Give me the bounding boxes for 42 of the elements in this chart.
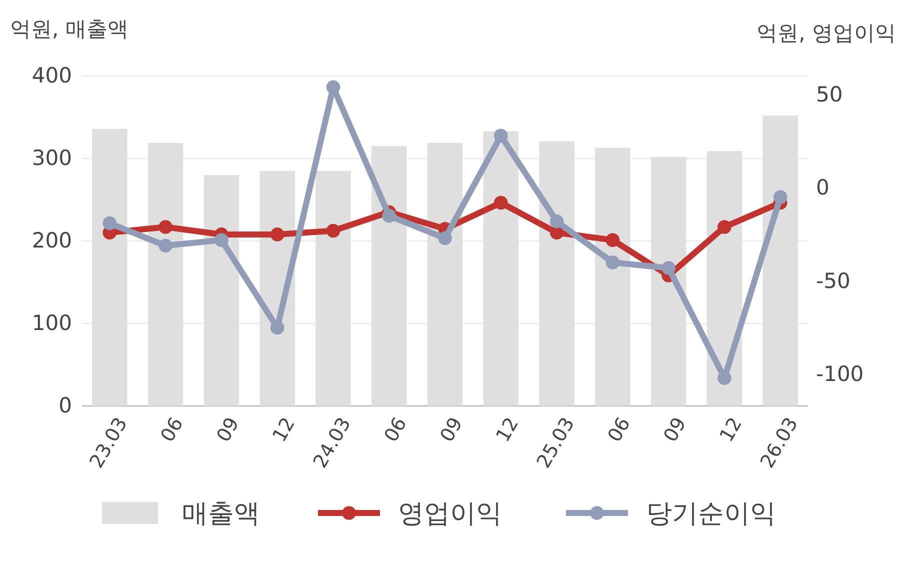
point: [158, 220, 172, 234]
y2-tick-label: -100: [816, 362, 864, 386]
y2-axis-title: 억원, 영업이익: [756, 21, 896, 45]
point: [550, 214, 564, 228]
point: [438, 231, 452, 246]
point: [718, 371, 732, 385]
x-tick-label: 09: [436, 414, 468, 446]
point: [270, 320, 284, 335]
point: [326, 224, 340, 238]
x-tick-label: 12: [268, 414, 300, 446]
point: [773, 190, 788, 204]
point: [662, 261, 676, 275]
point: [494, 196, 508, 210]
y2-tick-label: -50: [816, 268, 850, 293]
point: [718, 220, 732, 234]
point: [326, 80, 340, 94]
x-tick-label: 12: [715, 414, 747, 446]
point: [494, 128, 508, 143]
point: [382, 208, 396, 223]
y2-tick-label: 50: [816, 82, 843, 106]
legend-label: 매출액: [182, 499, 260, 530]
point: [158, 238, 172, 253]
x-tick-label: 09: [660, 414, 691, 446]
y-tick-label: 300: [32, 146, 72, 170]
x-tick-label: 06: [380, 414, 412, 446]
x-tick-label: 06: [156, 414, 188, 446]
y-tick-label: 100: [32, 311, 72, 336]
point: [102, 216, 117, 230]
y2-tick-label: 0: [816, 176, 830, 200]
y-axis-title: 억원, 매출액: [10, 17, 128, 41]
y-tick-label: 400: [32, 64, 72, 88]
legend-label: 영업이익: [398, 499, 502, 530]
point: [270, 228, 284, 242]
point: [214, 233, 228, 247]
x-tick-label: 09: [212, 414, 244, 446]
x-tick-label: 12: [492, 414, 524, 446]
point: [606, 233, 620, 247]
point: [606, 256, 620, 270]
legend-label: 당기순이익: [646, 499, 776, 530]
y-tick-label: 0: [58, 394, 72, 418]
y-tick-label: 200: [32, 228, 72, 253]
x-tick-label: 06: [604, 414, 635, 446]
